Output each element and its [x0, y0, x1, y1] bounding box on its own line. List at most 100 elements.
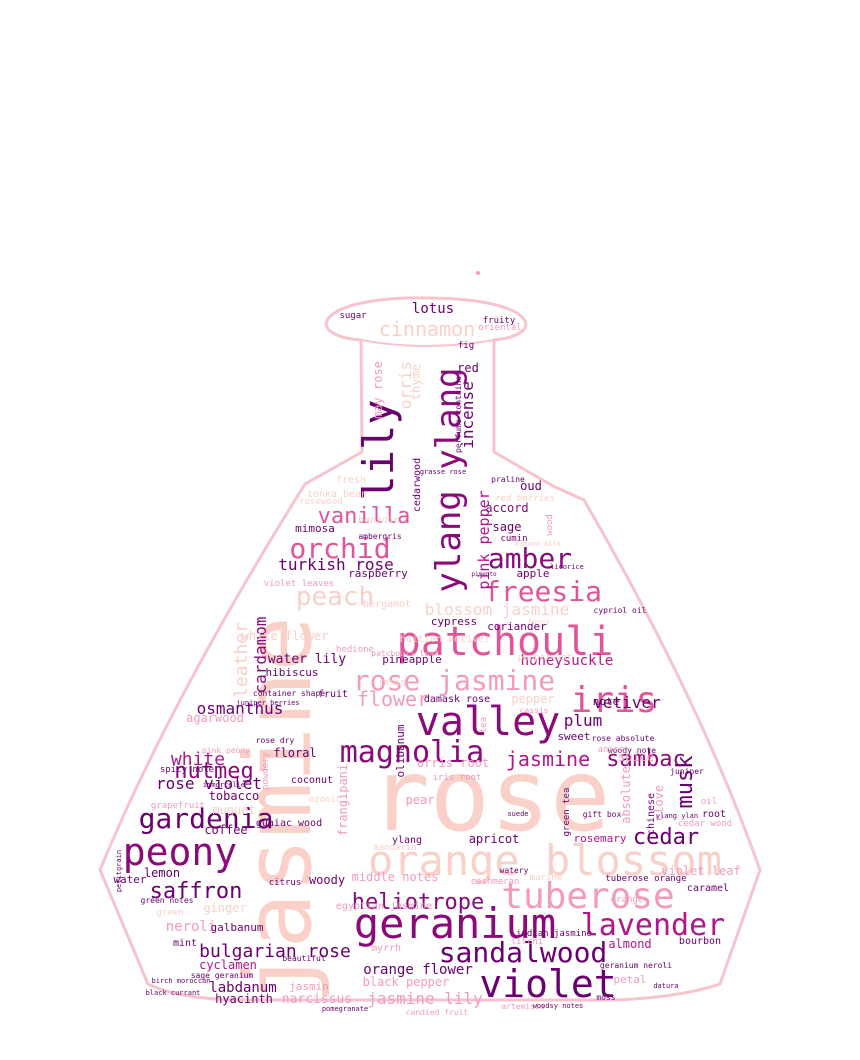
word-lemon: lemon: [144, 866, 180, 880]
word-grasse-rose: grasse rose: [420, 468, 466, 476]
word-oriental: oriental: [478, 323, 521, 333]
word-suede: suede: [507, 810, 528, 818]
word-orange-blossom: orange blossom: [368, 836, 722, 885]
word-rose: rose: [370, 737, 611, 854]
word-osmanthus: osmanthus: [197, 699, 284, 718]
word-guaiac-wood: guaiac wood: [256, 818, 322, 829]
word-indian-jasmine: indian jasmine: [516, 929, 592, 939]
word-bourbon: bourbon: [679, 936, 721, 947]
word-datura: datura: [653, 982, 678, 990]
word-nutmeg: nutmeg: [174, 759, 253, 784]
word-incense: incense: [458, 381, 477, 448]
word-turkish-rose: turkish rose: [278, 555, 394, 574]
word-oud: oud: [520, 479, 542, 493]
word-moss: moss: [596, 993, 615, 1002]
stray-dot: [476, 271, 480, 275]
word-raspberry: raspberry: [348, 567, 408, 580]
word-neroli: neroli: [166, 919, 217, 935]
word-lily: lily: [354, 399, 403, 500]
word-cashmeran: cashmeran: [471, 877, 520, 887]
word-vanilla: vanilla: [318, 504, 411, 529]
word-sweet: sweet: [557, 730, 590, 743]
word-woodsy-notes: woodsy notes: [533, 1002, 584, 1010]
word-galbanum: galbanum: [211, 921, 264, 934]
word-freesia: freesia: [484, 575, 602, 608]
word-note: note: [593, 695, 620, 708]
word-honey: honey: [528, 618, 549, 626]
word-powdery: powdery: [261, 751, 271, 790]
word-sugar: sugar: [339, 311, 367, 321]
word-violet-leaf: violet leaf: [661, 864, 740, 878]
word-iris: iris: [571, 680, 658, 721]
word-mandarin: mandarin: [373, 843, 416, 853]
word-pink-peony: pink peony: [202, 746, 250, 755]
word-root: root: [702, 809, 726, 820]
word-honeysuckle: honeysuckle: [521, 653, 614, 669]
word-rose-absolute: rose absolute: [592, 734, 655, 743]
word-cypress: cypress: [431, 615, 477, 628]
word-pomegranate: pomegranate: [322, 1005, 368, 1013]
word-anise: anise: [597, 745, 624, 755]
word-green-tea: green tea: [562, 788, 572, 837]
word-rose-violet: rose violet: [156, 774, 262, 793]
word-ambergris: ambergris: [358, 532, 402, 541]
word-clove: clove: [652, 785, 666, 821]
word-spicy-note: spicy note: [160, 765, 214, 775]
word-apple: apple: [516, 567, 549, 580]
word-beautiful: beautiful: [282, 954, 326, 963]
word-ginger: ginger: [203, 901, 246, 915]
word-ylang: ylang: [392, 835, 422, 846]
perfume-bottle-outline: [98, 296, 762, 1002]
word-sage-geranium: sage geranium: [191, 971, 254, 980]
word-frangipani: frangipani: [336, 764, 350, 836]
word-peony: peony: [123, 830, 237, 874]
word-leather: leather: [231, 622, 252, 698]
word-pear: pear: [406, 793, 435, 807]
word-rose-jasmine: rose jasmine: [353, 664, 555, 697]
word-green-notes: green notes: [141, 896, 194, 905]
word-sandalwood: sandalwood: [439, 936, 608, 969]
word-peach: peach: [296, 582, 374, 612]
bottle-neck-ring: [360, 339, 495, 347]
word-amber: amber: [488, 542, 572, 575]
word-pepper: pepper: [511, 692, 554, 706]
word-gardenia: gardenia: [139, 802, 274, 835]
word-hyacinth: hyacinth: [215, 992, 273, 1006]
word-hedione: hedione: [336, 645, 374, 655]
word-mint: mint: [173, 938, 197, 949]
word-jasmine-lily: jasmine lily: [367, 989, 483, 1008]
word-middle-notes: middle notes: [352, 870, 439, 884]
word-caramel: caramel: [687, 883, 729, 894]
word-almond: almond: [608, 937, 651, 951]
word-geranium-neroli: geranium neroli: [600, 961, 672, 970]
word-coconut: coconut: [291, 775, 333, 786]
word-flower: flower: [357, 687, 429, 711]
word-water-lily: water lily: [268, 652, 346, 667]
word-pink-pepper: pink pepper: [475, 490, 493, 589]
word-may-rose: may rose: [371, 361, 385, 419]
word-red-berries: red berries: [495, 494, 555, 504]
word-labdanum: labdanum: [209, 980, 276, 996]
word-petal: petal: [613, 973, 646, 986]
word-plum: plum: [564, 711, 603, 730]
word-petitgrain: petitgrain: [115, 850, 123, 892]
word-absolute: absolute: [619, 766, 633, 824]
word-saffron: saffron: [150, 879, 243, 904]
word-magnolia: magnolia: [340, 735, 485, 770]
word-vetiver: vetiver: [593, 693, 661, 712]
word-juniper: juniper: [670, 767, 704, 776]
word-sambac: sambac: [606, 747, 685, 772]
word-apricot: apricot: [469, 832, 520, 846]
word-coriander: coriander: [487, 620, 547, 633]
word-citrus: citrus: [269, 878, 302, 888]
word-white: white: [171, 749, 225, 770]
word-grapefruit: grapefruit: [151, 801, 205, 811]
word-damask-rose: damask rose: [424, 694, 490, 705]
word-black-pepper: black pepper: [363, 975, 450, 989]
word-cassis: cassis: [520, 706, 549, 715]
word-black-currant: black currant: [146, 989, 201, 997]
word-jasmine: jasmine: [506, 747, 590, 771]
word-rosemary: rosemary: [574, 832, 627, 845]
word-heliotrope: heliotrope: [352, 890, 484, 915]
